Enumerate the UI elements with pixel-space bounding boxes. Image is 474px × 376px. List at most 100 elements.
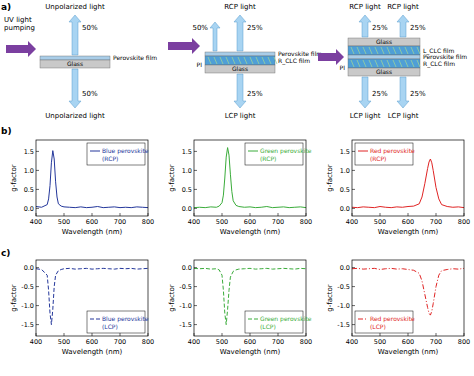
legend-label: Green perovskite(RCP) — [260, 147, 312, 162]
x-tick — [408, 213, 409, 216]
x-tick-label: 600 — [86, 218, 98, 226]
x-tick-label: 400 — [30, 218, 42, 226]
lc-stripe — [399, 47, 402, 54]
percent-label: 25% — [410, 24, 426, 32]
x-tick — [64, 333, 65, 336]
lc-stripe — [375, 47, 378, 54]
pump-arrow — [168, 38, 200, 54]
lc-stripe — [411, 47, 414, 54]
legend-label: Blue perovskite(LCP) — [102, 315, 149, 330]
light-label: LCP light — [350, 112, 381, 120]
x-tick — [92, 333, 93, 336]
lc-stripe — [250, 57, 253, 64]
legend-label: Green perovskite(LCP) — [260, 315, 312, 330]
x-tick-label: 600 — [402, 218, 414, 226]
lc-stripe — [393, 60, 396, 67]
y-tick — [36, 286, 39, 287]
x-axis-label: Wavelength (nm) — [378, 228, 439, 236]
y-tick-label: -0.5 — [21, 283, 34, 291]
figure: a)b)c)Perovskite filmGlassUV lightpumpin… — [0, 0, 474, 376]
light-arrow — [359, 15, 371, 37]
plot-frame — [352, 140, 464, 216]
layer-label: Glass — [232, 65, 248, 72]
lc-stripe — [405, 47, 408, 54]
light-label: LCP light — [388, 112, 419, 120]
chart: 4005006007008000.0-0.5-1.0-1.5Wavelength… — [10, 260, 154, 356]
y-tick — [194, 151, 197, 152]
x-tick-label: 700 — [114, 218, 126, 226]
lc-stripe — [399, 60, 402, 67]
chart: 4005006007008000.00.51.01.5Wavelength (n… — [326, 140, 470, 236]
y-tick-label: 1.5 — [182, 148, 192, 156]
y-axis-label: g-factor — [10, 164, 18, 192]
y-tick-label: 1.0 — [24, 167, 34, 175]
plot-frame — [352, 260, 464, 336]
x-tick-label: 500 — [58, 338, 70, 346]
x-tick-label: 700 — [114, 338, 126, 346]
layer — [348, 59, 420, 68]
y-tick — [352, 189, 355, 190]
y-tick — [36, 189, 39, 190]
lc-stripe — [393, 47, 396, 54]
x-tick-label: 600 — [86, 338, 98, 346]
legend: Green perovskite(LCP) — [245, 311, 312, 333]
y-tick-label: 0.0 — [182, 205, 192, 213]
y-tick — [194, 286, 197, 287]
layer — [205, 52, 275, 56]
y-tick-label: 0.0 — [182, 264, 192, 272]
percent-label: 25% — [247, 90, 263, 98]
lc-stripe — [387, 47, 390, 54]
lc-stripe — [369, 60, 372, 67]
y-tick — [352, 267, 355, 268]
plot-frame — [36, 140, 148, 216]
pump-label: UV light — [4, 16, 32, 24]
legend: Blue perovskite(RCP) — [87, 143, 149, 165]
y-tick-label: -1.0 — [179, 302, 192, 310]
x-tick-label: 700 — [430, 338, 442, 346]
y-tick-label: 0.0 — [340, 264, 350, 272]
chart: 4005006007008000.00.51.01.5Wavelength (n… — [168, 140, 312, 236]
y-tick-label: -0.5 — [337, 283, 350, 291]
chart: 4005006007008000.0-0.5-1.0-1.5Wavelength… — [168, 260, 312, 356]
x-tick-label: 400 — [188, 338, 200, 346]
series-line — [352, 159, 464, 208]
plot-frame — [194, 260, 306, 336]
lc-stripe — [417, 60, 420, 67]
chart: 4005006007008000.00.51.01.5Wavelength (n… — [10, 140, 154, 236]
y-tick-label: -1.0 — [337, 302, 350, 310]
light-arrow — [234, 15, 246, 51]
y-tick-label: -1.0 — [21, 302, 34, 310]
y-tick-label: -0.5 — [179, 283, 192, 291]
x-tick-label: 500 — [216, 218, 228, 226]
legend-label: Blue perovskite(RCP) — [102, 147, 149, 162]
y-tick-label: 0.5 — [24, 186, 34, 194]
layer-label: R_CLC film — [423, 60, 455, 68]
light-arrow — [359, 77, 371, 108]
layer — [348, 38, 420, 46]
x-tick — [408, 333, 409, 336]
lc-stripe — [268, 57, 271, 64]
lc-stripe — [381, 47, 384, 54]
y-tick-label: 0.5 — [182, 186, 192, 194]
x-tick — [222, 333, 223, 336]
legend: Red perovskite(LCP) — [355, 311, 415, 333]
y-tick-label: 1.0 — [340, 167, 350, 175]
x-tick-label: 800 — [142, 218, 154, 226]
pi-label: PI — [340, 64, 346, 71]
lc-stripe — [369, 47, 372, 54]
y-tick-label: -1.5 — [337, 321, 350, 329]
y-tick-label: 0.0 — [340, 205, 350, 213]
x-tick — [120, 333, 121, 336]
light-label: LCP light — [225, 112, 256, 120]
x-tick-label: 600 — [402, 338, 414, 346]
y-tick — [194, 305, 197, 306]
lc-stripe — [232, 57, 235, 64]
x-tick-label: 800 — [300, 218, 312, 226]
y-axis-label: g-factor — [168, 164, 176, 192]
x-tick-label: 500 — [374, 338, 386, 346]
x-tick-label: 500 — [58, 218, 70, 226]
x-tick — [64, 213, 65, 216]
layer — [205, 56, 275, 65]
y-axis-label: g-factor — [326, 284, 334, 312]
legend-swatch — [90, 319, 100, 320]
